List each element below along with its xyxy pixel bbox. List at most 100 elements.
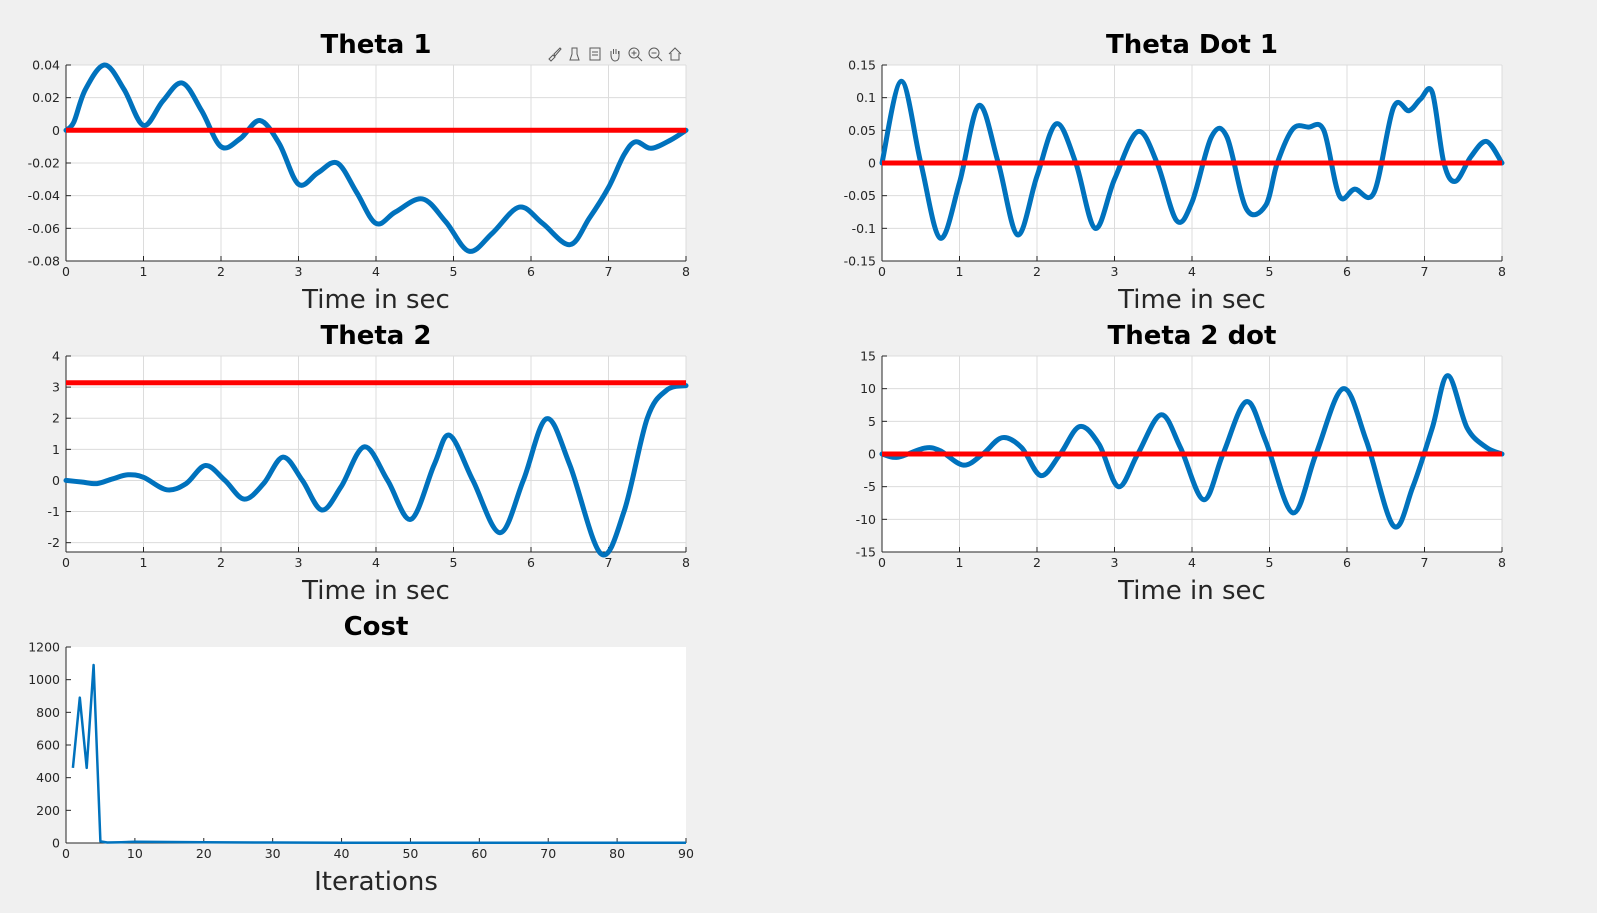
y-tick-label: -0.08	[28, 254, 60, 269]
chart-theta2dot: 0 1 2 3 4 5 6 7 8 -15 -10 -5 0 5 10 15 Theta 2 dot Time i…	[856, 321, 1506, 606]
y-tick-label: 800	[36, 705, 60, 720]
x-axis-label: Time in sec	[1117, 576, 1266, 606]
y-tick-label: 10	[860, 381, 876, 396]
x-tick-label: 8	[1498, 555, 1506, 570]
response-series-line	[879, 78, 1505, 241]
x-tick-label: 90	[678, 846, 694, 861]
y-tick-label: -2	[48, 535, 60, 550]
x-tick-label: 80	[609, 846, 625, 861]
y-tick-label: -1	[48, 504, 60, 519]
y-tick-label: -5	[864, 479, 876, 494]
x-tick-label: 7	[1421, 264, 1429, 279]
x-tick-label: 6	[1343, 264, 1351, 279]
x-tick-label: 1	[956, 264, 964, 279]
x-tick-label: 8	[1498, 264, 1506, 279]
x-tick-label: 8	[682, 264, 690, 279]
zoom-in-icon[interactable]	[626, 45, 644, 63]
y-tick-label: 0	[52, 473, 60, 488]
y-tick-label: 1000	[28, 672, 60, 687]
x-tick-label: 7	[1421, 555, 1429, 570]
chart-theta1: 0 1 2 3 4 5 6 7 8 -0.08 -0.06 -0.04 -0.02 0 0.02 0.04 Th…	[28, 30, 690, 315]
x-tick-label: 2	[217, 555, 225, 570]
x-tick-label: 4	[1188, 264, 1196, 279]
x-tick-label: 5	[450, 555, 458, 570]
chart-cost: 0 10 20 30 40 50 60 70 80 90 0 200 400 600 800 1000 1200…	[28, 612, 694, 897]
response-series-line	[63, 383, 689, 558]
chart-title: Theta Dot 1	[1106, 30, 1278, 60]
x-tick-label: 7	[605, 264, 613, 279]
x-axis-label: Time in sec	[1117, 285, 1266, 315]
chart-title: Theta 2	[321, 321, 432, 351]
x-tick-label: 30	[265, 846, 281, 861]
y-tick-label: 400	[36, 770, 60, 785]
x-tick-label: 3	[295, 555, 303, 570]
y-tick-label: 600	[36, 738, 60, 753]
pan-icon[interactable]	[606, 45, 624, 63]
x-axis-label: Time in sec	[301, 285, 450, 315]
y-tick-label: 0.1	[856, 90, 876, 105]
x-tick-label: 6	[1343, 555, 1351, 570]
x-tick-label: 10	[127, 846, 143, 861]
x-tick-label: 4	[372, 264, 380, 279]
x-tick-label: 5	[1266, 555, 1274, 570]
y-tick-label: 0.02	[32, 90, 60, 105]
response-series-line	[63, 62, 689, 254]
x-tick-label: 0	[878, 264, 886, 279]
chart-thetadot1: 0 1 2 3 4 5 6 7 8 -0.15 -0.1 -0.05 0 0.05 0.1 0.15 Theta…	[844, 30, 1506, 315]
data-tips-icon[interactable]	[566, 45, 584, 63]
x-tick-label: 3	[1111, 264, 1119, 279]
x-tick-label: 2	[217, 264, 225, 279]
x-tick-label: 6	[527, 555, 535, 570]
brush-icon[interactable]	[546, 45, 564, 63]
y-tick-label: 0	[868, 156, 876, 171]
y-tick-label: -15	[856, 545, 876, 560]
y-tick-label: -0.05	[844, 188, 876, 203]
y-tick-label: 0.05	[848, 123, 876, 138]
x-tick-label: 40	[334, 846, 350, 861]
y-tick-label: -10	[856, 512, 876, 527]
chart-theta2: 0 1 2 3 4 5 6 7 8 -2 -1 0 1 2 3 4 Theta 2 Time in sec	[48, 321, 690, 606]
chart-title: Cost	[344, 612, 409, 642]
y-tick-label: 3	[52, 380, 60, 395]
x-tick-label: 0	[62, 846, 70, 861]
x-tick-label: 60	[471, 846, 487, 861]
x-tick-label: 4	[372, 555, 380, 570]
y-tick-label: 0	[52, 836, 60, 851]
y-tick-label: 0	[868, 447, 876, 462]
x-tick-label: 5	[1266, 264, 1274, 279]
x-tick-label: 8	[682, 555, 690, 570]
y-tick-label: 2	[52, 411, 60, 426]
legend-icon[interactable]	[586, 45, 604, 63]
y-tick-label: 200	[36, 803, 60, 818]
x-tick-label: 0	[62, 555, 70, 570]
x-tick-label: 2	[1033, 555, 1041, 570]
y-tick-label: 5	[868, 414, 876, 429]
cost-series-line	[71, 663, 686, 845]
x-tick-label: 7	[605, 555, 613, 570]
x-tick-label: 1	[956, 555, 964, 570]
x-axis-label: Iterations	[314, 867, 438, 897]
zoom-out-icon[interactable]	[646, 45, 664, 63]
home-icon[interactable]	[666, 45, 684, 63]
x-tick-label: 1	[140, 555, 148, 570]
y-tick-label: 1	[52, 442, 60, 457]
y-tick-label: 0.04	[32, 58, 60, 73]
x-tick-label: 20	[196, 846, 212, 861]
chart-title: Theta 2 dot	[1108, 321, 1277, 351]
y-tick-label: 0	[52, 123, 60, 138]
y-tick-label: -0.1	[852, 221, 876, 236]
x-tick-label: 3	[1111, 555, 1119, 570]
plot-area[interactable]	[66, 647, 686, 843]
y-tick-label: 15	[860, 349, 876, 364]
x-axis-label: Time in sec	[301, 576, 450, 606]
y-tick-label: 4	[52, 349, 60, 364]
axes-toolbar	[546, 44, 684, 64]
x-tick-label: 1	[140, 264, 148, 279]
x-tick-label: 0	[62, 264, 70, 279]
y-tick-label: -0.15	[844, 254, 876, 269]
x-tick-label: 4	[1188, 555, 1196, 570]
y-tick-label: -0.02	[28, 156, 60, 171]
y-tick-label: -0.06	[28, 221, 60, 236]
chart-title: Theta 1	[321, 30, 432, 60]
